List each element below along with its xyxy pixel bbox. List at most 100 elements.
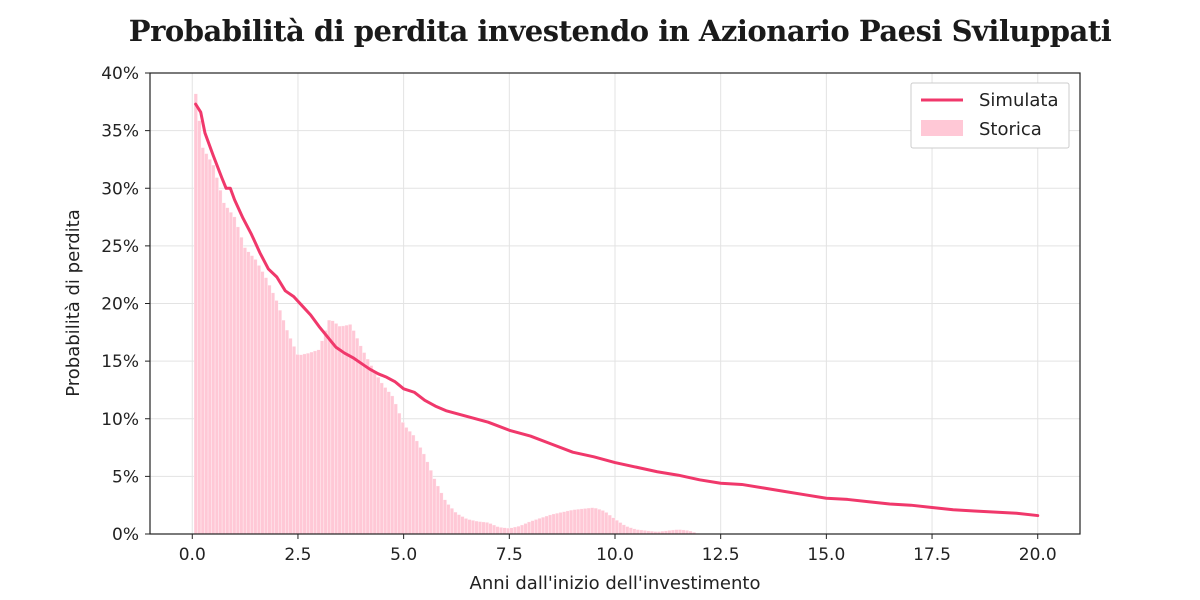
storica-bar xyxy=(397,412,402,535)
storica-bar xyxy=(379,382,384,535)
x-tick-label: 2.5 xyxy=(284,545,311,565)
storica-bar xyxy=(372,371,377,535)
simulata-line xyxy=(194,102,1040,518)
storica-bar xyxy=(628,527,633,535)
storica-bar xyxy=(351,330,356,535)
storica-bar xyxy=(548,514,553,535)
x-axis-ticks: 0.0 2.5 5.0 7.5 10.0 12.5 15.0 17.5 20.0 xyxy=(179,534,1057,565)
storica-bar xyxy=(516,525,521,535)
storica-bar xyxy=(330,320,335,535)
storica-bar xyxy=(256,265,261,535)
y-tick-label: 20% xyxy=(101,295,139,315)
storica-bar xyxy=(428,469,433,535)
y-tick-label: 30% xyxy=(101,179,139,199)
storica-bar xyxy=(214,177,219,535)
storica-bar xyxy=(274,300,279,535)
x-tick-label: 15.0 xyxy=(807,545,845,565)
storica-bar xyxy=(555,512,560,535)
storica-bar xyxy=(477,521,482,535)
storica-bar xyxy=(200,147,205,535)
storica-bar xyxy=(355,337,360,535)
storica-bar xyxy=(432,478,437,535)
storica-bar xyxy=(586,507,591,535)
legend: Simulata Storica xyxy=(910,82,1070,149)
storica-bar xyxy=(513,526,518,535)
y-tick-label: 15% xyxy=(101,352,139,372)
storica-bar xyxy=(677,529,682,535)
storica-bar xyxy=(439,492,444,535)
y-tick-label: 40% xyxy=(101,64,139,84)
storica-bar xyxy=(281,319,286,535)
storica-bar xyxy=(295,354,300,535)
storica-bar xyxy=(495,526,500,535)
storica-bar xyxy=(544,515,549,535)
storica-bar xyxy=(446,504,451,535)
storica-bar xyxy=(327,319,332,535)
storica-bar xyxy=(488,523,493,535)
legend-simulata-label: Simulata xyxy=(979,90,1059,111)
storica-bar xyxy=(474,520,479,535)
storica-bar xyxy=(207,159,212,535)
storica-bar xyxy=(302,353,307,535)
storica-bar xyxy=(520,524,525,535)
storica-bar xyxy=(449,508,454,535)
storica-bar xyxy=(337,325,342,535)
storica-bar xyxy=(242,247,247,535)
x-tick-label: 10.0 xyxy=(596,545,634,565)
storica-bar xyxy=(323,330,328,535)
storica-bar xyxy=(418,447,423,535)
storica-bar xyxy=(425,461,430,535)
storica-bar xyxy=(541,516,546,535)
y-tick-label: 25% xyxy=(101,237,139,257)
storica-bar xyxy=(313,350,318,535)
storica-bar xyxy=(249,255,254,535)
storica-bar xyxy=(218,189,223,535)
storica-bar xyxy=(593,507,598,535)
y-tick-label: 5% xyxy=(112,467,139,487)
storica-bar xyxy=(572,509,577,535)
storica-bar xyxy=(442,499,447,535)
storica-bar xyxy=(400,422,405,535)
x-tick-label: 20.0 xyxy=(1019,545,1057,565)
storica-bar xyxy=(527,521,532,535)
x-tick-label: 12.5 xyxy=(702,545,740,565)
x-tick-label: 0.0 xyxy=(179,545,206,565)
storica-bar xyxy=(674,529,679,535)
storica-bar xyxy=(285,329,290,535)
storica-bar xyxy=(492,524,497,535)
storica-bar xyxy=(618,522,623,535)
storica-bar xyxy=(334,323,339,535)
storica-bar xyxy=(600,510,605,535)
storica-bar xyxy=(393,403,398,535)
storica-bar xyxy=(523,523,528,535)
storica-bar xyxy=(193,93,198,535)
storica-bar xyxy=(228,211,233,535)
storica-bar xyxy=(481,521,486,535)
storica-bar xyxy=(639,529,644,535)
storica-bar xyxy=(260,271,265,535)
storica-bar xyxy=(253,259,258,535)
storica-bar xyxy=(453,511,458,535)
legend-storica-swatch xyxy=(921,120,963,136)
storica-bar xyxy=(632,528,637,535)
storica-bar xyxy=(509,527,514,535)
storica-bar xyxy=(316,349,321,535)
storica-bar xyxy=(625,526,630,535)
storica-bar xyxy=(358,345,363,535)
storica-bar xyxy=(551,513,556,535)
storica-bar xyxy=(369,365,374,535)
x-axis-label: Anni dall'inizio dell'investimento xyxy=(470,573,761,594)
storica-bar xyxy=(460,516,465,535)
storica-bar xyxy=(499,527,504,535)
storica-bar xyxy=(386,391,391,535)
storica-bar xyxy=(569,509,574,535)
storica-bar xyxy=(204,153,209,535)
storica-bar xyxy=(365,358,370,535)
storica-bar xyxy=(341,325,346,535)
storica-bar xyxy=(270,292,275,535)
storica-bar xyxy=(292,346,297,535)
storica-bar xyxy=(414,440,419,535)
storica-bar xyxy=(267,284,272,535)
storica-bar xyxy=(463,518,468,535)
storica-bar xyxy=(579,508,584,535)
